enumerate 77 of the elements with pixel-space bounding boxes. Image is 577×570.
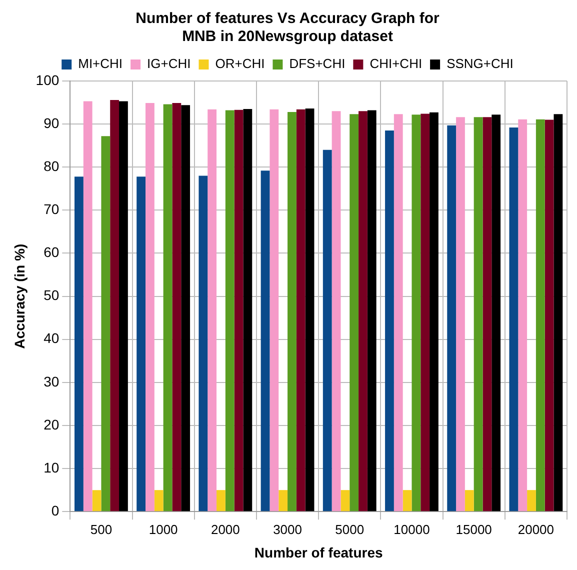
bar (181, 105, 190, 512)
bar (332, 111, 341, 512)
bar (474, 117, 483, 512)
bar (350, 114, 359, 512)
bar (270, 109, 279, 512)
x-tick-label: 5000 (335, 522, 364, 537)
x-tick-label: 3000 (273, 522, 302, 537)
bar (243, 108, 252, 512)
bar (420, 114, 430, 512)
bar (394, 114, 403, 512)
bar (340, 490, 350, 512)
bar (482, 117, 492, 512)
bar (260, 170, 270, 512)
x-tick-label: 500 (90, 522, 112, 537)
bar (110, 100, 120, 512)
bar (172, 102, 182, 512)
bar (430, 112, 438, 512)
bar (198, 176, 208, 512)
x-tick-label: 1000 (148, 522, 178, 537)
bar (385, 130, 394, 512)
x-tick-label: 15000 (456, 522, 492, 537)
y-tick-label: 40 (44, 330, 60, 346)
bar (119, 101, 128, 512)
y-tick-label: 20 (44, 416, 60, 432)
y-tick-label: 100 (36, 72, 60, 88)
bar (527, 490, 536, 512)
legend-label: MI+CHI (78, 56, 123, 72)
y-tick-label: 50 (44, 287, 60, 304)
bar (358, 111, 368, 512)
bar (509, 128, 518, 512)
legend-label: SSNG+CHI (446, 56, 514, 72)
bar (234, 110, 244, 512)
x-tick-label: 2000 (210, 522, 240, 537)
bar (305, 108, 314, 512)
y-axis-title: Accuracy (in %) (11, 244, 28, 349)
legend-label: IG+CHI (147, 56, 191, 72)
bar (554, 114, 563, 512)
bar (402, 490, 412, 512)
bar (136, 176, 146, 512)
legend-label: CHI+CHI (370, 56, 422, 72)
x-tick-label: 20000 (518, 522, 554, 537)
bar (83, 101, 92, 512)
y-tick-label: 80 (44, 158, 60, 174)
bar (225, 110, 234, 512)
bar (296, 109, 306, 512)
text: MNB in 20Newsgroup dataset (182, 28, 393, 46)
bar (208, 109, 217, 512)
y-tick-label: 0 (51, 502, 60, 518)
bar (464, 490, 474, 512)
x-tick-label: 10000 (394, 522, 430, 537)
text: Number of features Vs Accuracy Graph for (136, 10, 440, 28)
bar (492, 114, 501, 512)
bar (518, 119, 528, 512)
bar (216, 490, 226, 512)
bar (322, 150, 332, 512)
bar (278, 490, 288, 512)
y-tick-label: 30 (44, 373, 60, 390)
bar (536, 119, 545, 512)
x-axis-title: Number of features (254, 544, 383, 560)
bar (74, 176, 84, 512)
bar (92, 490, 102, 512)
bar (367, 110, 376, 512)
bar (412, 114, 421, 512)
legend-label: DFS+CHI (289, 56, 346, 72)
bar (163, 104, 172, 512)
bar (288, 112, 296, 512)
y-tick-label: 10 (44, 459, 60, 476)
bar (154, 490, 164, 512)
bar (101, 136, 110, 512)
bar (146, 102, 154, 512)
y-tick-label: 90 (44, 114, 60, 131)
legend-label: OR+CHI (215, 56, 265, 72)
y-tick-label: 60 (44, 244, 60, 260)
bar (456, 117, 465, 512)
y-tick-label: 70 (44, 201, 60, 218)
bar (447, 125, 456, 512)
bar (544, 120, 554, 512)
